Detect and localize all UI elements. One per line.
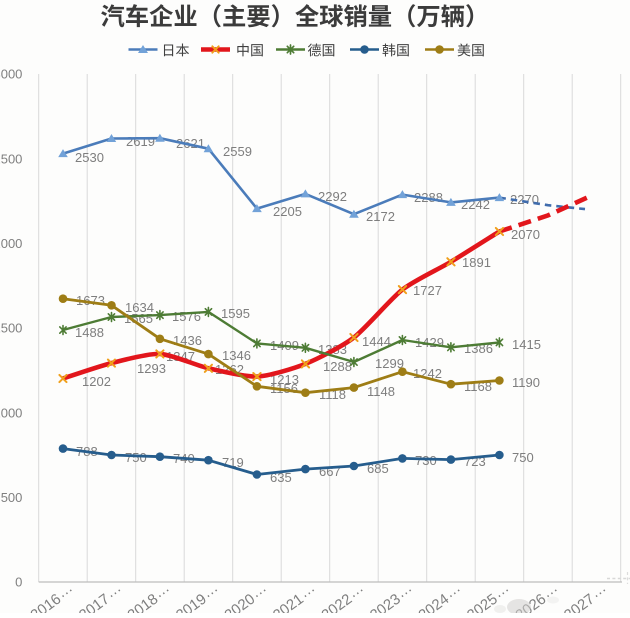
- svg-text:3000: 3000: [0, 67, 22, 82]
- svg-text:1299: 1299: [375, 356, 404, 371]
- svg-text:1202: 1202: [82, 374, 111, 389]
- svg-text:1148: 1148: [367, 384, 395, 399]
- svg-text:1288: 1288: [323, 359, 352, 374]
- svg-text:500: 500: [1, 490, 23, 505]
- svg-text:2500: 2500: [0, 151, 22, 166]
- svg-text:1891: 1891: [462, 255, 491, 270]
- svg-text:1576: 1576: [172, 309, 201, 324]
- svg-text:1190: 1190: [512, 375, 540, 390]
- svg-text:1415: 1415: [512, 337, 541, 352]
- svg-text:1436: 1436: [173, 333, 202, 348]
- svg-text:1444: 1444: [362, 334, 391, 349]
- svg-text:2070: 2070: [511, 227, 540, 242]
- svg-text:1293: 1293: [137, 361, 166, 376]
- svg-text:1000: 1000: [0, 405, 22, 420]
- svg-text:2270: 2270: [510, 192, 539, 207]
- svg-text:1346: 1346: [222, 348, 251, 363]
- svg-text:1727: 1727: [413, 283, 442, 298]
- svg-text:2292: 2292: [318, 189, 347, 204]
- svg-text:1595: 1595: [221, 306, 250, 321]
- svg-text:1500: 1500: [0, 321, 22, 336]
- svg-text:685: 685: [367, 461, 389, 476]
- svg-text:2619: 2619: [126, 134, 155, 149]
- svg-text:750: 750: [125, 450, 147, 465]
- svg-text:2559: 2559: [223, 144, 252, 159]
- svg-text:2172: 2172: [366, 209, 395, 224]
- svg-text:2000: 2000: [0, 236, 22, 251]
- svg-text:1634: 1634: [125, 300, 154, 315]
- svg-text:750: 750: [512, 450, 534, 465]
- svg-text:2530: 2530: [75, 150, 104, 165]
- svg-text:1488: 1488: [75, 325, 104, 340]
- svg-text:2205: 2205: [273, 204, 302, 219]
- svg-text:0: 0: [15, 575, 22, 590]
- svg-text:1213: 1213: [270, 372, 299, 387]
